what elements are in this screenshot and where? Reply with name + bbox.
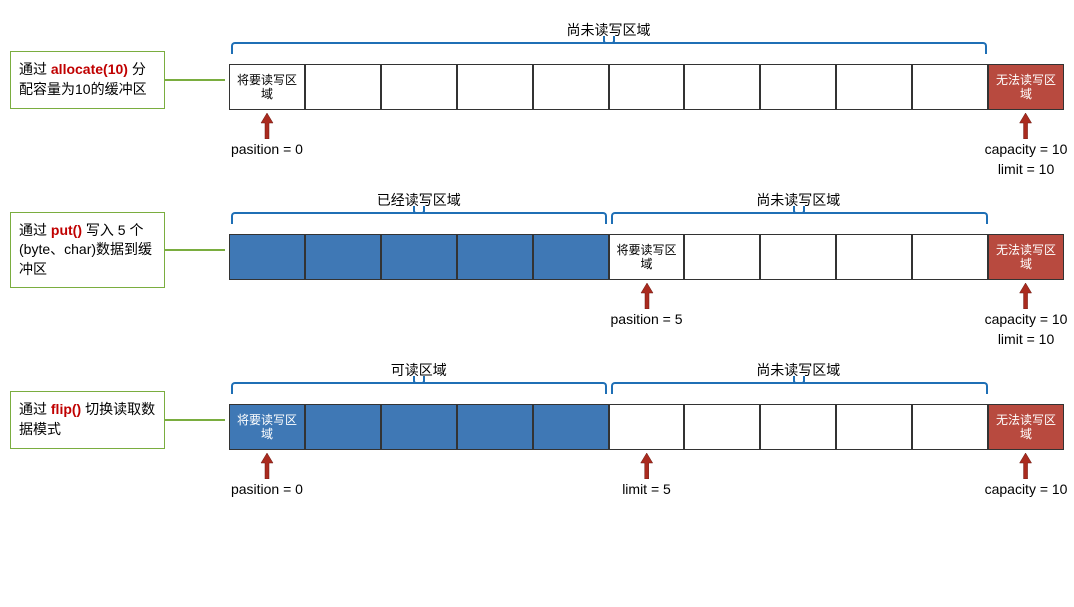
- bracket: [231, 212, 607, 224]
- desc-pre: 通过: [19, 222, 51, 238]
- buffer-wrap: 可读区域尚未读写区域将要读写区域 无法读写区域 pasition = 0 limi…: [229, 360, 1064, 480]
- buffer-wrap: 尚未读写区域将要读写区域 无法读写区域 pasition = 0 capacity…: [229, 20, 1064, 140]
- arrow-row: pasition = 5 capacity = 10limit = 10: [229, 280, 1064, 310]
- buffer-cell: [609, 404, 685, 450]
- cell-text: 无法读写区域: [991, 243, 1061, 272]
- buffer-cell: [533, 404, 609, 450]
- buffer-cell: [305, 234, 381, 280]
- description-box: 通过 allocate(10) 分配容量为10的缓冲区: [10, 51, 165, 108]
- desc-highlight: flip(): [51, 401, 81, 417]
- buffer-cell: 将要读写区域: [229, 64, 305, 110]
- connector-line: [165, 249, 225, 251]
- buffer-cell: [457, 64, 533, 110]
- arrow-label: limit = 5: [622, 481, 671, 499]
- arrow-row: pasition = 0 limit = 5 capacity = 10: [229, 450, 1064, 480]
- cell-text: 无法读写区域: [991, 413, 1061, 442]
- buffer-cell: [533, 234, 609, 280]
- buffer-cell: [684, 404, 760, 450]
- buffer-cell: [533, 64, 609, 110]
- arrow-label: limit = 10: [985, 161, 1068, 179]
- bracket: [231, 382, 607, 394]
- buffer-cell: [912, 64, 988, 110]
- pointer-arrow: pasition = 0: [231, 453, 303, 499]
- connector-line: [165, 79, 225, 81]
- buffer-cell: [760, 404, 836, 450]
- buffer-cell: [305, 404, 381, 450]
- buffer-cell: [836, 234, 912, 280]
- buffer-wrap: 已经读写区域尚未读写区域将要读写区域 无法读写区域 pasition = 5 ca…: [229, 190, 1064, 310]
- bracket-row: [229, 42, 1064, 60]
- buffer-cell: [609, 64, 685, 110]
- cell-text: 将要读写区域: [232, 73, 302, 102]
- diagram-row-allocate: 通过 allocate(10) 分配容量为10的缓冲区 尚未读写区域将要读写区域 无…: [10, 20, 1064, 140]
- buffer-cell: [457, 404, 533, 450]
- desc-pre: 通过: [19, 401, 51, 417]
- bracket-row: [229, 382, 1064, 400]
- buffer-cells: 将要读写区域 无法读写区域: [229, 64, 1064, 110]
- buffer-cell: 无法读写区域: [988, 64, 1064, 110]
- buffer-cell: 将要读写区域: [229, 404, 305, 450]
- bracket: [231, 42, 987, 54]
- buffer-cell: 将要读写区域: [609, 234, 685, 280]
- cell-text: 将要读写区域: [612, 243, 682, 272]
- bracket: [611, 212, 987, 224]
- buffer-cell: 无法读写区域: [988, 234, 1064, 280]
- buffer-cell: [836, 404, 912, 450]
- buffer-cell: [381, 404, 457, 450]
- arrow-label: capacity = 10: [985, 141, 1068, 159]
- cell-text: 无法读写区域: [991, 73, 1061, 102]
- description-box: 通过 flip() 切换读取数据模式: [10, 391, 165, 448]
- buffer-cell: [457, 234, 533, 280]
- description-box: 通过 put() 写入 5 个(byte、char)数据到缓冲区: [10, 212, 165, 289]
- buffer-cell: 无法读写区域: [988, 404, 1064, 450]
- bracket: [611, 382, 987, 394]
- buffer-cell: [760, 234, 836, 280]
- buffer-cell: [684, 64, 760, 110]
- arrow-label: pasition = 0: [231, 141, 303, 159]
- bracket-label-row: 可读区域尚未读写区域: [229, 360, 1064, 380]
- diagram-row-put: 通过 put() 写入 5 个(byte、char)数据到缓冲区已经读写区域尚未…: [10, 190, 1064, 310]
- buffer-cell: [760, 64, 836, 110]
- desc-highlight: put(): [51, 222, 82, 238]
- buffer-cell: [381, 64, 457, 110]
- pointer-arrow: pasition = 5: [611, 283, 683, 329]
- buffer-cells: 将要读写区域 无法读写区域: [229, 404, 1064, 450]
- pointer-arrow: capacity = 10 limit = 10: [985, 283, 1068, 348]
- buffer-cell: [381, 234, 457, 280]
- bracket-label-row: 尚未读写区域: [229, 20, 1064, 40]
- arrow-label: limit = 10: [985, 331, 1068, 349]
- pointer-arrow: limit = 5: [622, 453, 671, 499]
- buffer-cells: 将要读写区域 无法读写区域: [229, 234, 1064, 280]
- buffer-cell: [836, 64, 912, 110]
- arrow-label: capacity = 10: [985, 481, 1068, 499]
- pointer-arrow: capacity = 10 limit = 10: [985, 113, 1068, 178]
- pointer-arrow: capacity = 10: [985, 453, 1068, 499]
- pointer-arrow: pasition = 0: [231, 113, 303, 159]
- buffer-diagram: 通过 allocate(10) 分配容量为10的缓冲区尚未读写区域将要读写区域无…: [10, 20, 1064, 480]
- bracket-label-row: 已经读写区域尚未读写区域: [229, 190, 1064, 210]
- buffer-cell: [912, 404, 988, 450]
- desc-highlight: allocate(10): [51, 61, 128, 77]
- arrow-label: capacity = 10: [985, 311, 1068, 329]
- arrow-label: pasition = 5: [611, 311, 683, 329]
- bracket-row: [229, 212, 1064, 230]
- diagram-row-flip: 通过 flip() 切换读取数据模式 可读区域尚未读写区域将要读写区域 无法读写区域…: [10, 360, 1064, 480]
- connector-line: [165, 419, 225, 421]
- buffer-cell: [912, 234, 988, 280]
- arrow-label: pasition = 0: [231, 481, 303, 499]
- buffer-cell: [229, 234, 305, 280]
- arrow-row: pasition = 0 capacity = 10limit = 10: [229, 110, 1064, 140]
- buffer-cell: [684, 234, 760, 280]
- cell-text: 将要读写区域: [232, 413, 302, 442]
- desc-pre: 通过: [19, 61, 51, 77]
- buffer-cell: [305, 64, 381, 110]
